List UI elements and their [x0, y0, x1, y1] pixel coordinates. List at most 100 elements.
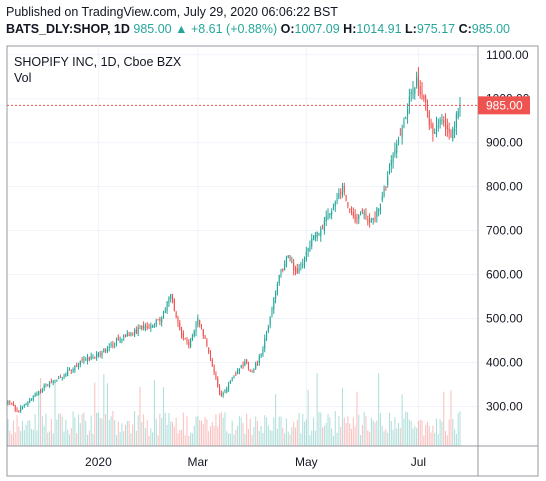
candle-body — [392, 154, 394, 163]
volume-bar — [255, 416, 257, 446]
y-tick-label: 600.00 — [486, 268, 523, 282]
candle-body — [417, 74, 419, 89]
candle-body — [202, 329, 204, 336]
candle-body — [437, 125, 439, 127]
candle-body — [425, 96, 427, 103]
candle-body — [115, 338, 118, 344]
candle-body — [58, 377, 60, 379]
candle-body — [340, 192, 342, 195]
candle-body — [387, 176, 389, 185]
volume-bar — [341, 388, 344, 446]
volume-bar — [282, 427, 284, 446]
volume-bar — [262, 432, 264, 446]
volume-bar — [220, 412, 222, 446]
volume-bar — [273, 417, 275, 446]
volume-bar — [124, 424, 127, 446]
candle-body — [119, 338, 121, 342]
volume-bar — [388, 412, 391, 446]
candle-body — [379, 203, 381, 212]
candle-body — [65, 374, 67, 377]
volume-bar — [417, 420, 419, 446]
candle-body — [376, 208, 378, 217]
volume-bar — [90, 415, 92, 446]
volume-bar — [179, 430, 181, 446]
volume-bar — [336, 432, 338, 446]
volume-bar — [209, 426, 212, 446]
volume-bar — [67, 429, 69, 446]
candle-body — [11, 403, 13, 405]
candle-body — [54, 381, 56, 383]
volume-bar — [303, 421, 306, 446]
volume-bar — [150, 428, 152, 446]
candle-body — [114, 343, 116, 345]
candle-body — [237, 370, 239, 375]
candle-body — [12, 403, 14, 406]
candle-body — [419, 86, 421, 95]
candle-body — [56, 379, 58, 381]
volume-bar — [173, 426, 175, 446]
x-tick-label: May — [295, 455, 318, 469]
candle-body — [383, 188, 385, 197]
volume-bar — [289, 434, 291, 446]
volume-bar — [249, 418, 251, 446]
volume-bar — [184, 435, 186, 446]
candle-body — [370, 220, 372, 222]
candle-body — [76, 365, 78, 367]
volume-bar — [139, 386, 141, 446]
candle-body — [327, 214, 329, 219]
candle-body — [457, 111, 459, 118]
candle-body — [372, 218, 374, 221]
candle-body — [428, 112, 430, 125]
candle-body — [397, 137, 400, 143]
low-value: 975.17 — [416, 22, 456, 36]
volume-bar — [144, 428, 146, 446]
volume-bar — [12, 420, 14, 446]
candle-body — [394, 149, 396, 154]
candle-body — [407, 108, 409, 116]
volume-bar — [287, 431, 289, 446]
candle-body — [280, 269, 282, 276]
volume-bar — [441, 421, 443, 446]
candle-body — [105, 349, 107, 351]
volume-bar — [340, 427, 342, 446]
open-label: O: — [280, 22, 295, 36]
volume-bar — [396, 428, 398, 446]
volume-bar — [244, 434, 246, 446]
candle-body — [170, 294, 172, 299]
candle-body — [155, 320, 157, 325]
candle-body — [18, 410, 20, 412]
candle-body — [260, 355, 262, 357]
volume-bar — [352, 417, 354, 446]
candle-body — [356, 218, 358, 220]
candle-body — [117, 337, 119, 341]
volume-bar — [226, 431, 228, 446]
candle-body — [329, 213, 331, 216]
candle-body — [153, 325, 155, 328]
candle-body — [220, 393, 222, 397]
volume-bar — [284, 433, 286, 446]
volume-bar — [349, 423, 351, 446]
volume-bar — [83, 412, 85, 446]
candle-body — [255, 362, 257, 369]
candle-body — [412, 89, 414, 96]
candle-body — [401, 127, 403, 138]
volume-bar — [305, 419, 307, 446]
candle-body — [302, 264, 304, 266]
volume-bar — [356, 391, 358, 446]
volume-bar — [197, 415, 199, 446]
volume-bar — [56, 419, 58, 446]
candle-body — [231, 379, 233, 381]
candle-body — [434, 132, 436, 134]
volume-bar — [379, 413, 381, 446]
volume-bar — [32, 429, 34, 446]
candle-body — [199, 320, 201, 326]
candle-body — [50, 381, 52, 383]
volume-bar — [7, 419, 9, 446]
candle-body — [452, 128, 454, 140]
volume-bar — [369, 431, 371, 446]
volume-bar — [36, 430, 38, 446]
candle-body — [9, 400, 11, 403]
volume-bar — [112, 411, 114, 446]
volume-bar — [361, 425, 363, 446]
